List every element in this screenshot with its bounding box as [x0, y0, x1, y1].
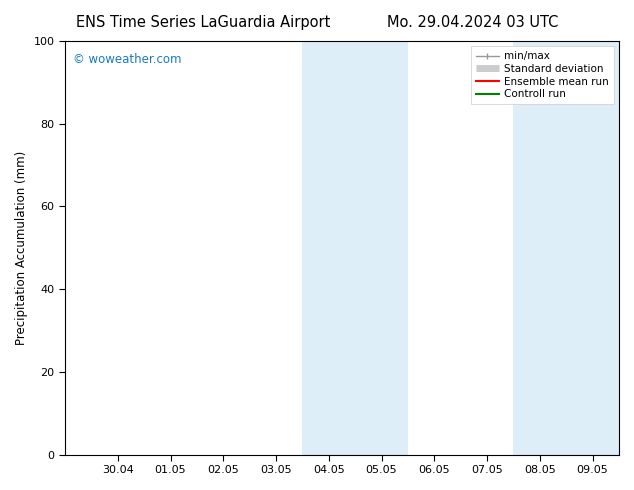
Legend: min/max, Standard deviation, Ensemble mean run, Controll run: min/max, Standard deviation, Ensemble me…: [470, 46, 614, 104]
Text: ENS Time Series LaGuardia Airport: ENS Time Series LaGuardia Airport: [76, 15, 330, 30]
Text: Mo. 29.04.2024 03 UTC: Mo. 29.04.2024 03 UTC: [387, 15, 558, 30]
Bar: [514, 41, 619, 455]
Y-axis label: Precipitation Accumulation (mm): Precipitation Accumulation (mm): [15, 151, 28, 345]
Text: © woweather.com: © woweather.com: [74, 53, 182, 67]
Bar: [302, 41, 408, 455]
